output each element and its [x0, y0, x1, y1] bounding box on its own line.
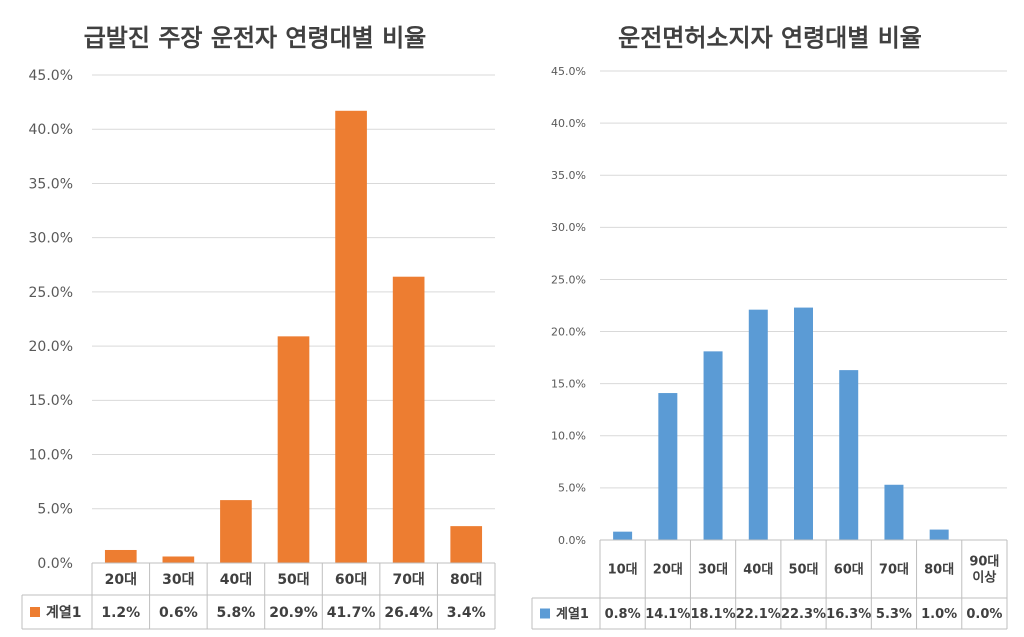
chart2-bar	[794, 307, 813, 540]
chart2-ytick-label: 0.0%	[558, 534, 586, 547]
chart2-ytick-label: 45.0%	[551, 65, 586, 78]
chart1-category-label: 40대	[220, 572, 252, 588]
chart2-category-label: 이상	[972, 570, 996, 586]
chart1-bar	[162, 556, 195, 563]
chart1-category-label: 30대	[162, 572, 194, 588]
chart1-ytick-label: 0.0%	[37, 556, 73, 572]
chart2-bar	[748, 309, 768, 540]
chart1-legend-key	[30, 607, 40, 617]
chart1-value-label: 1.2%	[101, 605, 140, 621]
chart2-category-label: 80대	[924, 563, 954, 578]
chart1-ytick-label: 20.0%	[29, 339, 73, 355]
chart2-category-label: 70대	[879, 563, 909, 578]
chart1-category-label: 50대	[277, 572, 309, 588]
chart1-category-label: 20대	[105, 572, 137, 588]
chart1-ytick-label: 25.0%	[29, 285, 73, 301]
chart1-bar	[392, 276, 425, 563]
chart1-bar	[277, 336, 310, 563]
chart1-bar	[335, 110, 367, 563]
chart1-ytick-label: 30.0%	[29, 231, 73, 247]
chart2-category-label: 40대	[743, 563, 773, 578]
chart2-bar	[839, 370, 859, 540]
chart2-category-label: 30대	[698, 563, 728, 578]
chart2-ytick-label: 30.0%	[551, 221, 586, 234]
chart1-ytick-label: 45.0%	[29, 68, 73, 84]
chart1-bar	[220, 500, 252, 563]
chart1-value-label: 3.4%	[447, 605, 486, 621]
chart1-value-label: 41.7%	[327, 605, 376, 621]
chart2-bar	[613, 531, 633, 540]
chart2-ytick-label: 25.0%	[551, 273, 586, 286]
chart2-category-label: 90대	[969, 555, 999, 570]
chart1-value-label: 20.9%	[269, 605, 318, 621]
chart1-value-label: 0.6%	[159, 605, 198, 621]
chart2-ytick-label: 15.0%	[551, 378, 586, 391]
chart1-category-label: 70대	[392, 572, 424, 588]
chart2-ytick-label: 5.0%	[558, 482, 586, 495]
chart2-bar	[703, 351, 723, 540]
chart1-ytick-label: 10.0%	[29, 447, 73, 463]
chart1-value-label: 26.4%	[384, 605, 433, 621]
chart2-value-label: 5.3%	[876, 607, 912, 622]
chart2-legend-key	[540, 608, 550, 619]
chart1-category-label: 60대	[335, 572, 367, 588]
chart2-category-label: 20대	[653, 563, 683, 578]
chart2-category-label: 60대	[834, 563, 864, 578]
chart2-bar	[884, 484, 904, 540]
chart1-title: 급발진 주장 운전자 연령대별 비율	[84, 24, 427, 52]
chart1-category-label: 80대	[450, 572, 482, 588]
chart2-ytick-label: 20.0%	[551, 325, 586, 338]
chart1-bar	[450, 526, 483, 563]
chart2-category-label: 50대	[788, 563, 818, 578]
chart2-bar	[929, 529, 949, 540]
chart1-ytick-label: 40.0%	[29, 122, 73, 138]
chart2-legend-label: 계열1	[556, 606, 589, 622]
chart2-value-label: 22.1%	[736, 607, 781, 622]
chart2-title: 운전면허소지자 연령대별 비율	[618, 24, 922, 52]
chart1-value-label: 5.8%	[217, 605, 256, 621]
chart1-legend-label: 계열1	[46, 604, 82, 621]
chart2-bar	[658, 393, 678, 540]
chart1-ytick-label: 35.0%	[29, 176, 73, 192]
chart2-value-label: 0.8%	[605, 607, 641, 622]
chart1-ytick-label: 5.0%	[37, 502, 73, 518]
chart2-value-label: 1.0%	[921, 607, 957, 622]
chart2-value-label: 22.3%	[781, 607, 826, 622]
chart2-ytick-label: 35.0%	[551, 169, 586, 182]
chart1-bar	[104, 549, 137, 563]
chart2-ytick-label: 10.0%	[551, 430, 586, 443]
chart1-ytick-label: 15.0%	[29, 393, 73, 409]
chart2-value-label: 0.0%	[966, 607, 1002, 622]
chart2-value-label: 18.1%	[691, 607, 736, 622]
chart2-ytick-label: 40.0%	[551, 117, 586, 130]
chart2-value-label: 16.3%	[826, 607, 871, 622]
chart2-category-label: 10대	[608, 563, 638, 578]
chart2-value-label: 14.1%	[645, 607, 690, 622]
